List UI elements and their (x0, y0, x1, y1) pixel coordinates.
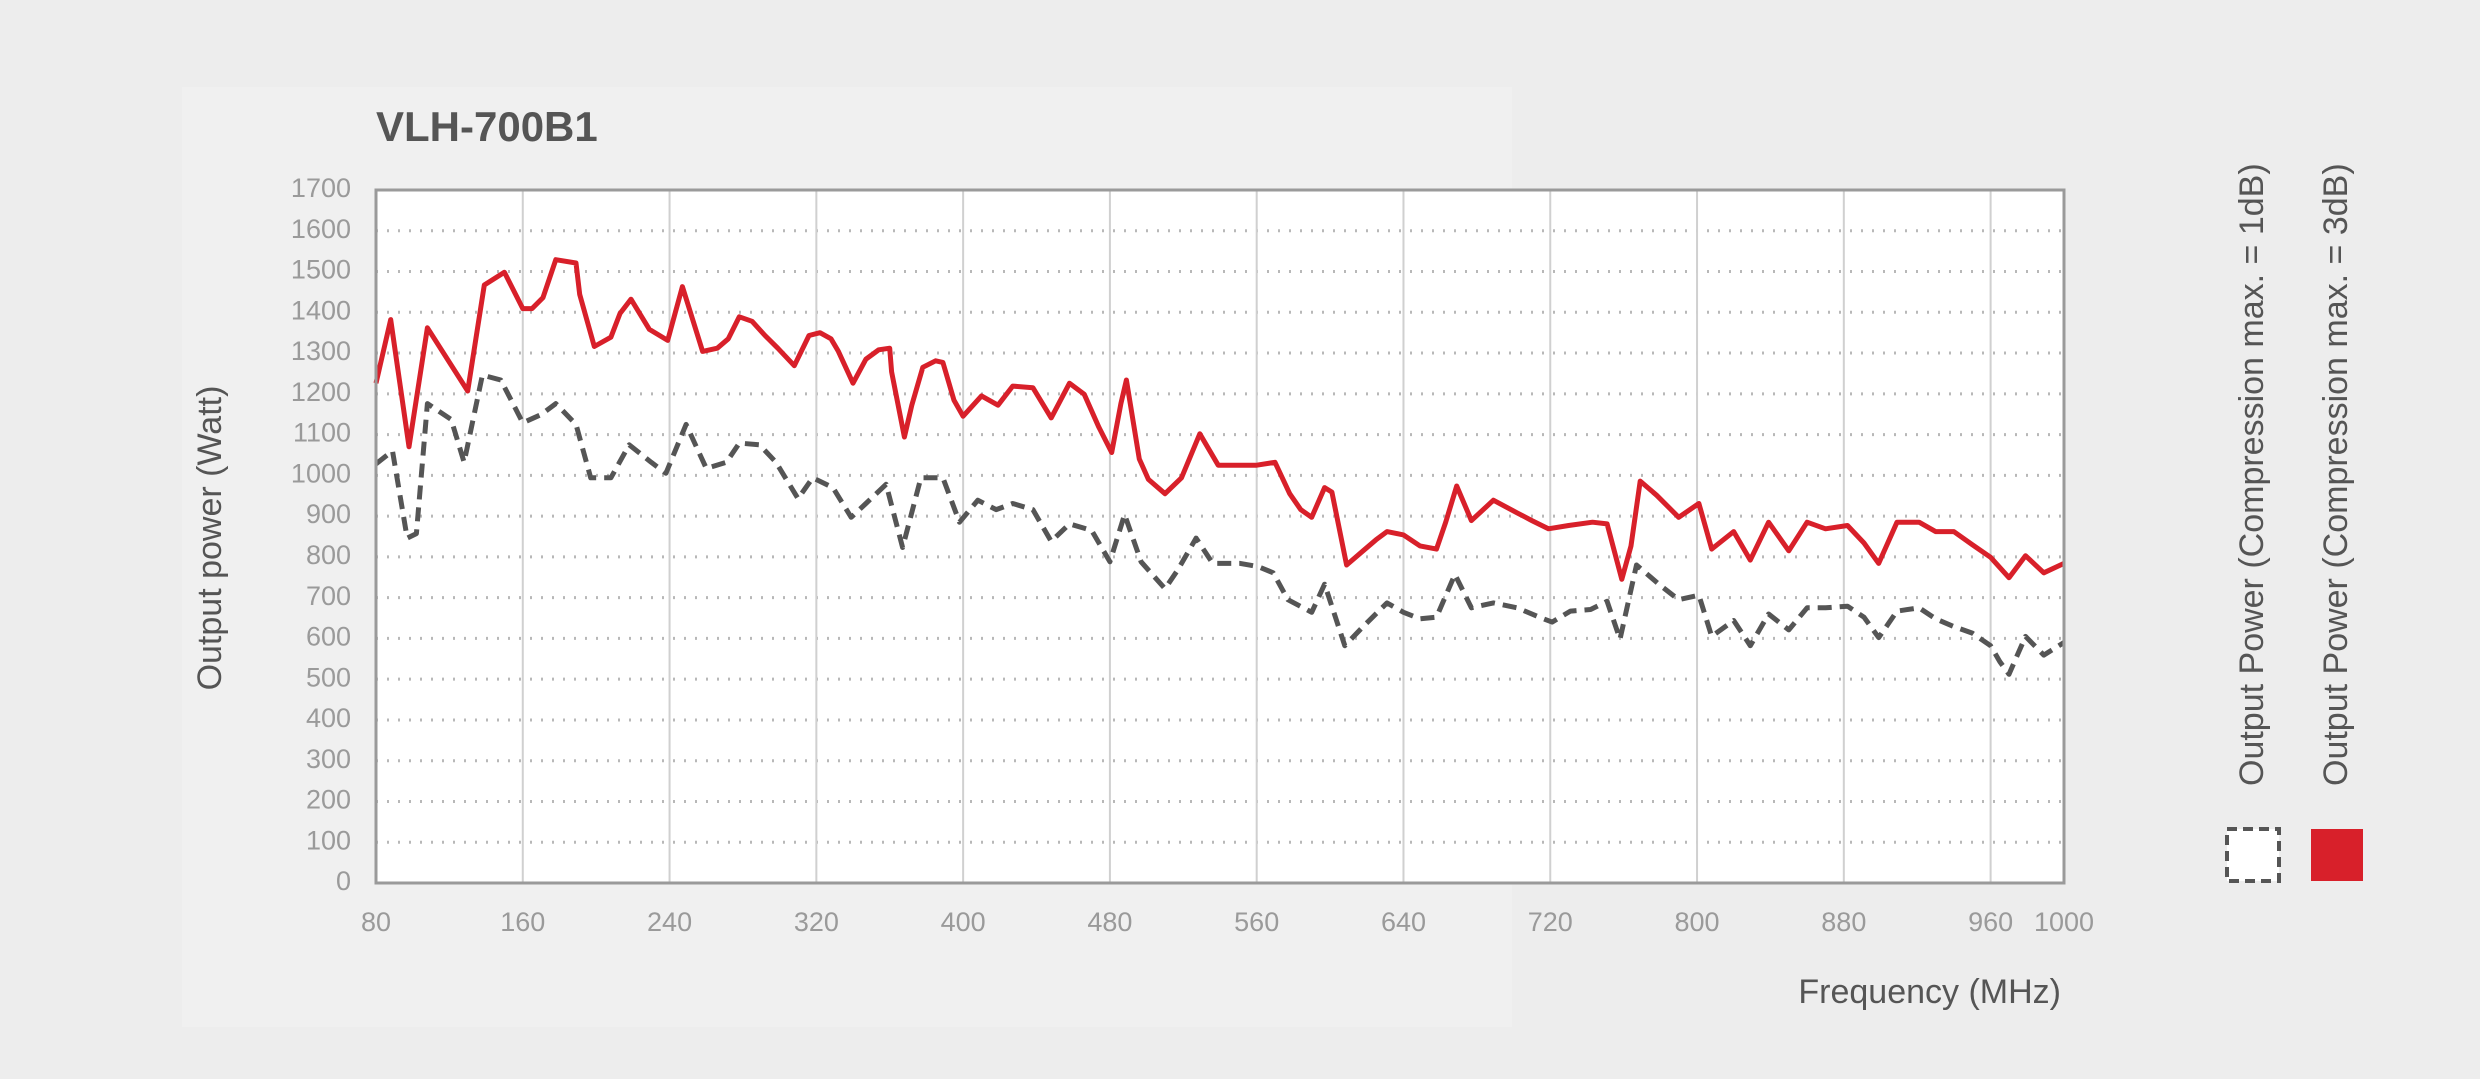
y-tick-label: 1600 (291, 214, 351, 244)
x-tick-label: 320 (794, 907, 839, 937)
x-tick-label: 400 (941, 907, 986, 937)
y-tick-label: 200 (306, 785, 351, 815)
y-tick-label: 400 (306, 703, 351, 733)
y-tick-label: 1200 (291, 377, 351, 407)
series-line (373, 257, 2066, 582)
chart-title: VLH-700B1 (376, 103, 598, 150)
y-tick-label: 1400 (291, 295, 351, 325)
legend-swatch (2225, 827, 2281, 883)
x-tick-label: 880 (1821, 907, 1866, 937)
lines (373, 257, 2066, 677)
y-tick-label: 700 (306, 581, 351, 611)
y-tick-label: 0 (336, 866, 351, 896)
y-tick-label: 300 (306, 744, 351, 774)
grid (375, 188, 2065, 885)
y-tick-label: 900 (306, 499, 351, 529)
y-tick-label: 600 (306, 622, 351, 652)
x-tick-label: 1000 (2034, 907, 2094, 937)
x-tick-label: 480 (1087, 907, 1132, 937)
x-tick-label: 800 (1675, 907, 1720, 937)
x-tick-label: 560 (1234, 907, 1279, 937)
y-tick-label: 100 (306, 825, 351, 855)
y-tick-label: 1300 (291, 336, 351, 366)
y-tick-label: 1700 (291, 173, 351, 203)
legend: Output Power (Compression max. = 1dB) Out… (2225, 163, 2363, 883)
y-tick-label: 800 (306, 540, 351, 570)
plot-area (376, 190, 2064, 883)
legend-label: Output Power (Compression max. = 1dB) (2233, 163, 2271, 786)
x-tick-label: 720 (1528, 907, 1573, 937)
x-tick-label: 640 (1381, 907, 1426, 937)
y-tick-label: 500 (306, 662, 351, 692)
y-axis-label: Output power (Watt) (191, 386, 229, 691)
y-tick-label: 1100 (293, 418, 351, 448)
y-tick-label: 1500 (291, 255, 351, 285)
x-tick-label: 960 (1968, 907, 2013, 937)
x-tick-label: 240 (647, 907, 692, 937)
y-tick-label: 1000 (291, 458, 351, 488)
x-axis-label: Frequency (MHz) (1798, 973, 2061, 1011)
plot-border (374, 188, 2066, 885)
legend-swatch (2311, 829, 2363, 881)
x-tick-label: 160 (500, 907, 545, 937)
legend-label: Output Power (Compression max. = 3dB) (2317, 163, 2355, 786)
x-tick-label: 80 (361, 907, 391, 937)
